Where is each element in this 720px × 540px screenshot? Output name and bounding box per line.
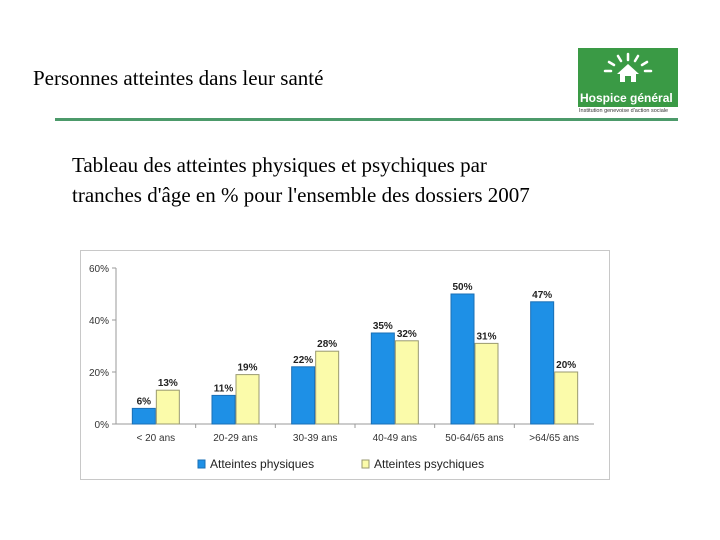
- bar-physiques: [450, 293, 475, 425]
- chart-caption: Tableau des atteintes physiques et psych…: [72, 150, 672, 210]
- data-label: 31%: [476, 331, 496, 342]
- bar-physiques: [131, 407, 156, 425]
- bar-psychiques: [155, 389, 180, 425]
- data-label: 19%: [237, 363, 257, 374]
- x-tick-label: 20-29 ans: [213, 433, 257, 444]
- x-tick-label: 40-49 ans: [373, 433, 417, 444]
- data-label: 11%: [214, 383, 234, 394]
- data-label: 6%: [137, 396, 152, 407]
- data-label: 47%: [532, 290, 552, 301]
- bar-psychiques: [315, 350, 340, 425]
- caption-line-2: tranches d'âge en % pour l'ensemble des …: [72, 183, 530, 207]
- data-label: 20%: [556, 360, 576, 371]
- chart-container: 0% 20% 40% 60% 6% 13% < 20 ans 11% 19% 20-29 ans 2…: [80, 250, 610, 485]
- legend-swatch-psychiques: [361, 459, 370, 469]
- legend-label-psychiques: Atteintes psychiques: [374, 457, 484, 471]
- bar-psychiques: [394, 340, 419, 425]
- bar-psychiques: [474, 342, 499, 425]
- y-tick-label: 40%: [89, 316, 109, 327]
- x-tick-label: < 20 ans: [137, 433, 176, 444]
- chart-border: [80, 250, 610, 480]
- house-sun-icon: [603, 52, 653, 82]
- data-label: 13%: [158, 378, 178, 389]
- title-divider: [55, 118, 678, 121]
- data-label: 35%: [373, 321, 393, 332]
- bar-physiques: [291, 366, 316, 425]
- y-tick-label: 20%: [89, 368, 109, 379]
- x-tick-label: 30-39 ans: [293, 433, 337, 444]
- logo-tagline: Institution genevoise d'action sociale: [579, 108, 669, 114]
- bar-chart: 0% 20% 40% 60% 6% 13% < 20 ans 11%19% 20-29 ans 2…: [80, 250, 610, 480]
- bar-physiques: [530, 301, 555, 425]
- logo-name: Hospice général: [578, 90, 678, 107]
- logo-badge: [578, 48, 678, 90]
- y-tick-label: 60%: [89, 264, 109, 275]
- data-label: 50%: [452, 282, 472, 293]
- data-label: 22%: [293, 355, 313, 366]
- bar-psychiques: [554, 371, 579, 425]
- x-tick-label: 50-64/65 ans: [445, 433, 503, 444]
- page-title: Personnes atteintes dans leur santé: [33, 66, 324, 90]
- legend-swatch-physiques: [197, 459, 206, 469]
- bar-psychiques: [235, 374, 260, 425]
- x-tick-label: >64/65 ans: [529, 433, 579, 444]
- bar-physiques: [370, 332, 395, 425]
- y-tick-label: 0%: [95, 420, 110, 431]
- data-label: 32%: [397, 329, 417, 340]
- hospice-general-logo: Hospice général Institution genevoise d'…: [578, 48, 678, 118]
- bar-physiques: [211, 394, 236, 425]
- legend-label-physiques: Atteintes physiques: [210, 457, 314, 471]
- caption-line-1: Tableau des atteintes physiques et psych…: [72, 153, 487, 177]
- data-label: 28%: [317, 339, 337, 350]
